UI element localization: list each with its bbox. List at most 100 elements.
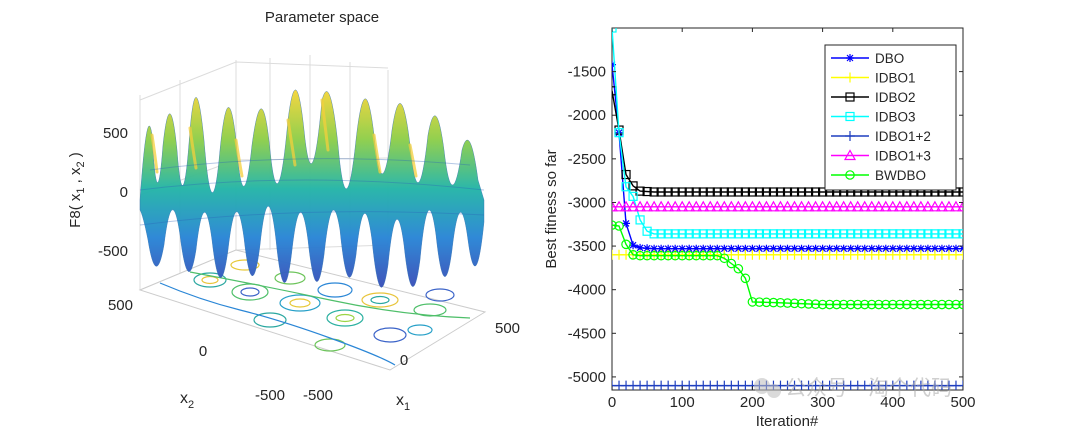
data-point — [636, 243, 645, 252]
data-point — [810, 229, 821, 239]
data-point — [676, 200, 689, 212]
data-point — [789, 187, 800, 197]
legend-marker — [845, 131, 855, 141]
data-point — [761, 297, 772, 308]
data-point — [642, 186, 652, 197]
surface-xlabel: x1 — [396, 392, 410, 413]
x-ticks: 0 100 200 300 400 500 — [608, 28, 976, 411]
data-point — [846, 229, 856, 239]
data-point — [726, 187, 736, 197]
data-point — [775, 187, 786, 197]
data-point — [852, 299, 863, 310]
data-point — [951, 244, 960, 253]
data-point — [958, 187, 963, 197]
data-point — [956, 200, 963, 212]
data-point — [761, 187, 772, 197]
data-point — [789, 298, 800, 309]
watermark-text: 公众号 · 淘个代码 — [785, 376, 952, 400]
data-point — [612, 220, 617, 230]
data-point — [740, 229, 750, 239]
data-point — [916, 229, 926, 239]
data-point — [895, 299, 905, 310]
data-point — [853, 244, 862, 253]
data-point — [902, 244, 911, 253]
data-point — [621, 169, 631, 180]
data-point — [832, 229, 842, 239]
data-point — [690, 200, 703, 212]
legend-item: IDBO2 — [831, 90, 916, 105]
data-point — [930, 229, 940, 239]
data-point — [755, 244, 764, 253]
data-point — [774, 200, 787, 212]
data-point — [811, 244, 820, 253]
data-point — [951, 229, 961, 239]
data-point — [838, 299, 849, 310]
data-point — [733, 263, 744, 274]
data-point — [747, 187, 758, 197]
x-tick-label: 500 — [950, 394, 975, 411]
data-point — [684, 229, 694, 239]
y-tick-label: -2500 — [568, 151, 606, 168]
data-point — [803, 299, 814, 309]
data-point — [796, 298, 807, 309]
x-tick: -500 — [303, 387, 333, 404]
data-point — [858, 200, 871, 212]
x-tick-label: 300 — [810, 394, 835, 411]
data-point — [783, 244, 792, 253]
data-point — [958, 380, 963, 390]
data-point — [958, 299, 963, 310]
data-point — [691, 229, 701, 239]
data-point — [705, 250, 716, 261]
data-point — [944, 229, 954, 239]
data-point — [867, 244, 876, 253]
data-point — [613, 200, 626, 212]
data-point — [726, 258, 737, 269]
series-line — [612, 90, 963, 193]
data-point — [942, 200, 955, 212]
data-point — [781, 200, 794, 212]
data-point — [839, 229, 849, 239]
data-point — [923, 229, 933, 239]
data-point — [662, 200, 675, 212]
y-axis-label: Best fitness so far — [543, 149, 560, 268]
data-point — [677, 250, 687, 261]
data-point — [614, 221, 624, 231]
data-point — [837, 200, 850, 212]
data-point — [725, 200, 738, 212]
data-point — [860, 229, 870, 239]
surface-zlabel: F8( x1 , x2 ) — [67, 152, 87, 228]
legend-label: IDBO1+3 — [875, 149, 931, 164]
data-point — [788, 200, 801, 212]
data-point — [627, 200, 640, 212]
data-point — [663, 250, 673, 261]
data-point — [691, 187, 701, 197]
data-point — [928, 200, 941, 212]
data-point — [887, 299, 898, 310]
data-point — [909, 244, 918, 253]
y-tick-label: -4500 — [568, 325, 606, 342]
data-point — [685, 244, 694, 253]
z-tick: -500 — [98, 243, 128, 260]
y-ticks: -1500 -2000 -2500 -3000 -3500 -4000 -4500 -5000 — [568, 64, 963, 386]
data-point — [698, 229, 708, 239]
legend-marker — [845, 111, 855, 122]
data-point — [699, 244, 708, 253]
surface-mesh — [139, 89, 485, 288]
data-point — [663, 229, 673, 239]
data-point — [902, 299, 912, 310]
data-point — [678, 244, 687, 253]
data-point — [748, 244, 757, 253]
data-point — [740, 187, 750, 197]
data-point — [720, 244, 729, 253]
data-point — [622, 219, 631, 228]
data-point — [937, 244, 946, 253]
data-point — [859, 299, 870, 310]
y-tick-label: -5000 — [568, 369, 606, 386]
data-point — [900, 200, 913, 212]
legend-label: BWDBO — [875, 168, 926, 183]
x-tick-label: 100 — [670, 394, 695, 411]
data-point — [650, 244, 659, 253]
data-point — [677, 187, 687, 197]
data-point — [958, 229, 963, 239]
data-point — [839, 244, 848, 253]
